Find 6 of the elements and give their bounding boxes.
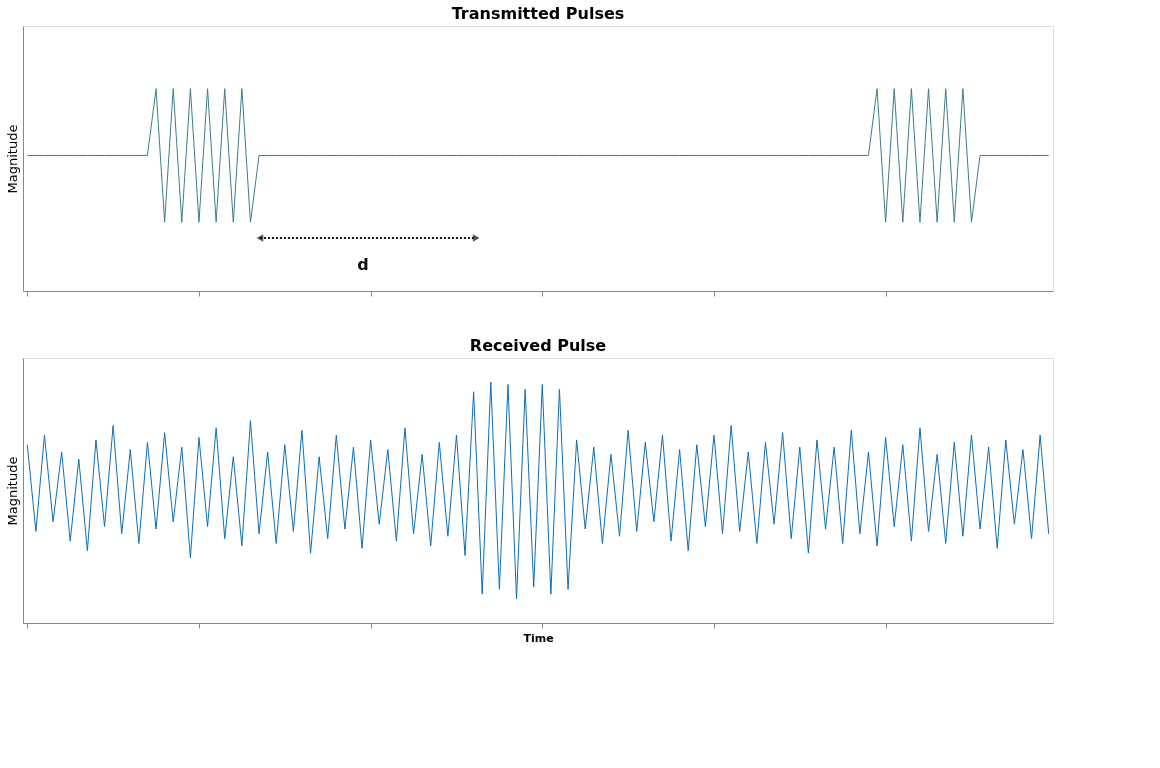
y-axis-title: Magnitude [4,124,20,194]
x-axis-title: Time [523,632,554,645]
chart-title: Transmitted Pulses [451,4,625,23]
annotation: d [357,254,369,274]
chart-title: Received Pulse [469,336,607,355]
y-axis-title: Magnitude [4,456,20,526]
